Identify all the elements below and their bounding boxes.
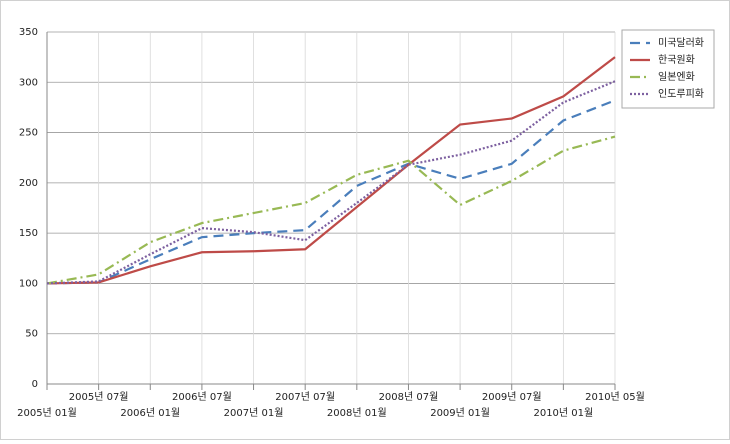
x-tick-label: 2008년 07월 bbox=[379, 391, 439, 403]
x-tick-label: 2008년 01월 bbox=[327, 407, 387, 419]
legend-label: 일본엔화 bbox=[658, 71, 695, 83]
x-tick-label: 2007년 01월 bbox=[224, 407, 284, 419]
series-line bbox=[46, 80, 616, 285]
y-tick-label: 250 bbox=[19, 128, 38, 139]
x-tick-label: 2010년 05월 bbox=[585, 391, 645, 403]
y-tick-label: 200 bbox=[19, 178, 38, 189]
legend-label: 한국원화 bbox=[658, 54, 695, 66]
legend-label: 인도루피화 bbox=[658, 88, 704, 100]
x-tick-label: 2009년 07월 bbox=[482, 391, 542, 403]
series-line bbox=[46, 135, 616, 285]
legend-label: 미국달러화 bbox=[658, 37, 704, 49]
series-line bbox=[46, 99, 616, 285]
x-tick-label: 2005년 07월 bbox=[69, 391, 129, 403]
y-tick-label: 150 bbox=[19, 228, 38, 239]
x-tick-label: 2007년 07월 bbox=[275, 391, 335, 403]
series-line bbox=[46, 56, 616, 285]
x-tick-label: 2006년 01월 bbox=[120, 407, 180, 419]
y-tick-label: 0 bbox=[32, 379, 38, 390]
y-tick-label: 300 bbox=[19, 77, 38, 88]
y-tick-label: 350 bbox=[19, 27, 38, 38]
x-tick-label: 2005년 01월 bbox=[17, 407, 77, 419]
x-tick-label: 2009년 01월 bbox=[430, 407, 490, 419]
y-tick-label: 100 bbox=[19, 278, 38, 289]
x-tick-label: 2006년 07월 bbox=[172, 391, 232, 403]
x-tick-label: 2010년 01월 bbox=[533, 407, 593, 419]
y-tick-label: 50 bbox=[25, 329, 38, 340]
